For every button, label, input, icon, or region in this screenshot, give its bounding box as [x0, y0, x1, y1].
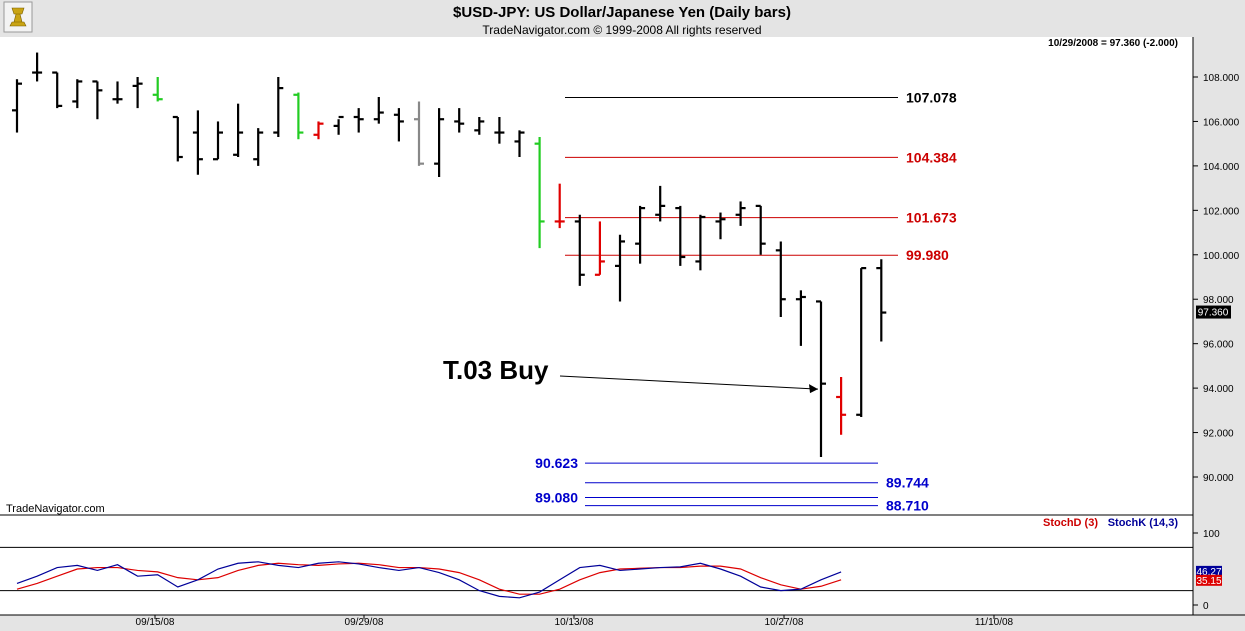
ohlc-bar [695, 214, 706, 271]
ohlc-bar [655, 185, 666, 222]
last-readout: 10/29/2008 = 97.360 (-2.000) [1048, 38, 1178, 49]
ohlc-bar [152, 77, 163, 102]
ohlc-bar [534, 137, 545, 249]
stoch-k-line [16, 561, 842, 599]
annotation-label: T.03 Buy [443, 355, 549, 385]
stoch-d-legend: StochD (3) [1043, 517, 1098, 529]
ohlc-bar [514, 130, 525, 157]
stoch-k-value: 46.27 [1196, 567, 1221, 578]
y-tick-label: 90.000 [1203, 473, 1234, 484]
ohlc-bar [856, 267, 867, 417]
ohlc-bar [112, 81, 123, 104]
y-tick-label: 92.000 [1203, 429, 1234, 440]
ohlc-bar [715, 212, 726, 240]
stoch-d-line [16, 562, 842, 595]
ohlc-bars [12, 52, 887, 457]
ohlc-bar [775, 241, 786, 317]
stochastic-lines [0, 546, 1193, 599]
ohlc-bar [92, 80, 103, 120]
ohlc-bar [72, 79, 83, 109]
ohlc-bar [414, 101, 424, 166]
ohlc-bar [494, 117, 505, 144]
level-label: 89.080 [535, 489, 578, 505]
watermark: TradeNavigator.com [6, 503, 105, 515]
y-tick-label: 106.000 [1203, 117, 1240, 128]
ohlc-bar [313, 121, 324, 140]
annotation: T.03 Buy [443, 355, 819, 394]
arrow-head-icon [809, 384, 818, 394]
level-label: 88.710 [886, 498, 929, 514]
level-label: 104.384 [906, 149, 957, 165]
ohlc-bar [172, 115, 183, 162]
ohlc-bar [876, 259, 887, 342]
stoch-d-marker [1196, 574, 1222, 586]
ohlc-bar [192, 110, 203, 175]
level-label: 101.673 [906, 210, 957, 226]
target-levels: 107.078 104.384 101.673 99.980 90.623 89.744 8… [535, 89, 957, 513]
ohlc-bar [474, 117, 485, 135]
ohlc-bar [233, 103, 244, 157]
x-tick-label: 11/10/08 [975, 617, 1014, 628]
trophy-logo-icon [3, 1, 33, 33]
ohlc-bar [816, 300, 826, 457]
ohlc-bar [554, 183, 565, 229]
y-tick-label: 100.000 [1203, 251, 1240, 262]
date-x-axis: 09/15/08 09/29/08 10/13/08 10/27/08 11/10/08 [136, 615, 1014, 628]
chart-subtitle: TradeNavigator.com © 1999-2008 All right… [482, 23, 761, 37]
level-label: 89.744 [886, 475, 929, 491]
stoch-k-legend: StochK (14,3) [1108, 517, 1179, 529]
price-y-axis: 108.000 106.000 104.000 102.000 100.000 98.00… [1193, 73, 1240, 484]
x-tick-label: 09/29/08 [345, 617, 384, 628]
x-tick-label: 10/13/08 [555, 617, 594, 628]
ohlc-bar [333, 115, 344, 135]
ohlc-bar [12, 79, 22, 133]
ohlc-bar [755, 204, 766, 255]
chart-title: $USD-JPY: US Dollar/Japanese Yen (Daily … [453, 4, 791, 21]
x-tick-label: 10/27/08 [765, 617, 804, 628]
level-label: 107.078 [906, 89, 957, 105]
ohlc-bar [594, 221, 605, 276]
ohlc-bar [353, 108, 364, 133]
stoch-d-value: 35.15 [1196, 576, 1221, 587]
ohlc-bar [273, 77, 284, 137]
y-tick-label: 108.000 [1203, 73, 1240, 84]
ohlc-bar [373, 97, 384, 124]
stoch-y-tick-label: 0 [1203, 601, 1209, 612]
ohlc-bar [635, 205, 646, 264]
ohlc-bar [434, 108, 445, 177]
stochastic-panel [0, 515, 1193, 615]
ohlc-bar [574, 214, 585, 286]
ohlc-bar [52, 71, 63, 109]
last-price-marker: 97.360 [1196, 305, 1231, 319]
ohlc-bar [132, 77, 143, 109]
ohlc-bar [213, 121, 223, 161]
ohlc-bar [675, 205, 686, 266]
ohlc-bar [32, 52, 43, 82]
ohlc-bar [836, 377, 847, 435]
ohlc-bar [393, 108, 404, 142]
ohlc-bar [615, 234, 625, 302]
price-panel [0, 37, 1193, 515]
x-tick-label: 09/15/08 [136, 617, 175, 628]
last-price-label: 97.360 [1198, 308, 1229, 319]
y-tick-label: 98.000 [1203, 295, 1234, 306]
ohlc-bar [454, 108, 465, 133]
stoch-k-marker [1196, 565, 1222, 577]
y-tick-label: 94.000 [1203, 384, 1234, 395]
y-tick-label: 96.000 [1203, 340, 1234, 351]
level-label: 90.623 [535, 455, 578, 471]
y-tick-label: 102.000 [1203, 206, 1240, 217]
ohlc-bar [253, 128, 264, 166]
y-tick-label: 104.000 [1203, 162, 1240, 173]
annotation-arrow [559, 375, 819, 390]
stoch-y-tick-label: 100 [1203, 529, 1220, 540]
ohlc-bar [795, 290, 806, 346]
ohlc-bar [735, 201, 746, 226]
level-label: 99.980 [906, 247, 949, 263]
ohlc-bar [293, 92, 304, 140]
